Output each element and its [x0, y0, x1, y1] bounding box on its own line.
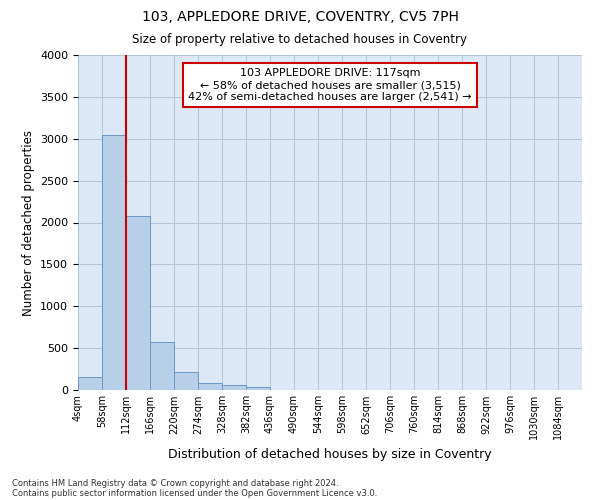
Bar	[78, 378, 102, 390]
Bar	[222, 386, 246, 390]
Bar	[150, 342, 174, 390]
Bar	[102, 134, 126, 390]
Bar	[126, 216, 150, 390]
Y-axis label: Number of detached properties: Number of detached properties	[22, 130, 35, 316]
Bar	[174, 372, 198, 390]
Bar	[246, 386, 270, 390]
Text: 103 APPLEDORE DRIVE: 117sqm
← 58% of detached houses are smaller (3,515)
42% of : 103 APPLEDORE DRIVE: 117sqm ← 58% of det…	[188, 68, 472, 102]
Bar	[198, 384, 222, 390]
X-axis label: Distribution of detached houses by size in Coventry: Distribution of detached houses by size …	[168, 448, 492, 461]
Text: Contains public sector information licensed under the Open Government Licence v3: Contains public sector information licen…	[12, 488, 377, 498]
Text: Size of property relative to detached houses in Coventry: Size of property relative to detached ho…	[133, 32, 467, 46]
Text: Contains HM Land Registry data © Crown copyright and database right 2024.: Contains HM Land Registry data © Crown c…	[12, 478, 338, 488]
Text: 103, APPLEDORE DRIVE, COVENTRY, CV5 7PH: 103, APPLEDORE DRIVE, COVENTRY, CV5 7PH	[142, 10, 458, 24]
